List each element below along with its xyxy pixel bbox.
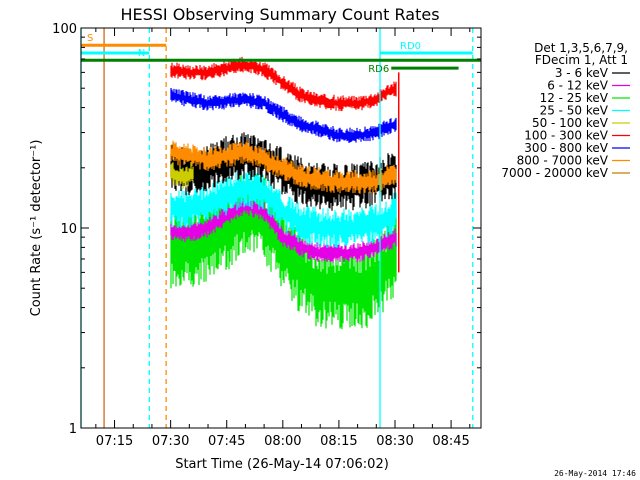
series-25-50-kevtrace bbox=[170, 169, 397, 248]
series-800-7000-kevtrace bbox=[170, 140, 397, 194]
y-tick-label: 10 bbox=[60, 222, 77, 237]
y-tick-label: 1 bbox=[69, 422, 77, 437]
chart-title: HESSI Observing Summary Count Rates bbox=[120, 5, 439, 24]
y-tick-label: 100 bbox=[52, 22, 77, 37]
legend-header-line: Det 1,3,5,6,7,9, bbox=[534, 41, 628, 55]
series-50-100-kevtrace bbox=[170, 161, 194, 189]
x-tick-label: 08:45 bbox=[432, 434, 469, 449]
x-tick-label: 07:15 bbox=[96, 434, 133, 449]
legend-header-line: FDecim 1, Att 1 bbox=[535, 53, 628, 67]
x-tick-label: 07:45 bbox=[208, 434, 245, 449]
series-100-300-kevtrace bbox=[170, 56, 397, 112]
legend: Det 1,3,5,6,7,9,FDecim 1, Att 13 - 6 keV… bbox=[501, 41, 630, 180]
y-axis-label: Count Rate (s⁻¹ detector⁻¹) bbox=[29, 140, 44, 317]
legend-entry-label: 3 - 6 keV bbox=[555, 66, 609, 80]
flag-label-rd6: RD6 bbox=[368, 64, 389, 75]
flag-label-n: N bbox=[138, 48, 145, 59]
legend-entry-label: 7000 - 20000 keV bbox=[501, 166, 608, 180]
x-axis-label: Start Time (26-May-14 07:06:02) bbox=[175, 457, 389, 472]
legend-entry-label: 50 - 100 keV bbox=[532, 116, 609, 130]
flag-label-rd0: RD0 bbox=[400, 41, 421, 52]
legend-entry-label: 6 - 12 keV bbox=[547, 79, 609, 93]
generation-timestamp: 26-May-2014 17:46 bbox=[554, 469, 636, 478]
legend-entry-label: 25 - 50 keV bbox=[540, 104, 609, 118]
legend-entry-label: 100 - 300 keV bbox=[524, 129, 608, 143]
series-300-800-kevtrace bbox=[170, 88, 397, 143]
legend-entry-label: 300 - 800 keV bbox=[524, 141, 608, 155]
flag-label-s: S bbox=[87, 33, 93, 44]
axes: 1 10 100 07:15 07:30 07:45 08:00 08:15 08:30 08:4… bbox=[52, 22, 481, 449]
x-tick-label: 08:00 bbox=[264, 434, 301, 449]
legend-entry-label: 800 - 7000 keV bbox=[517, 154, 609, 168]
data-curves bbox=[170, 56, 400, 330]
series-6-12-kevtrace bbox=[170, 195, 397, 263]
x-tick-label: 07:30 bbox=[152, 434, 189, 449]
legend-entry-label: 12 - 25 keV bbox=[540, 91, 609, 105]
x-tick-label: 08:30 bbox=[376, 434, 413, 449]
x-tick-label: 08:15 bbox=[320, 434, 357, 449]
